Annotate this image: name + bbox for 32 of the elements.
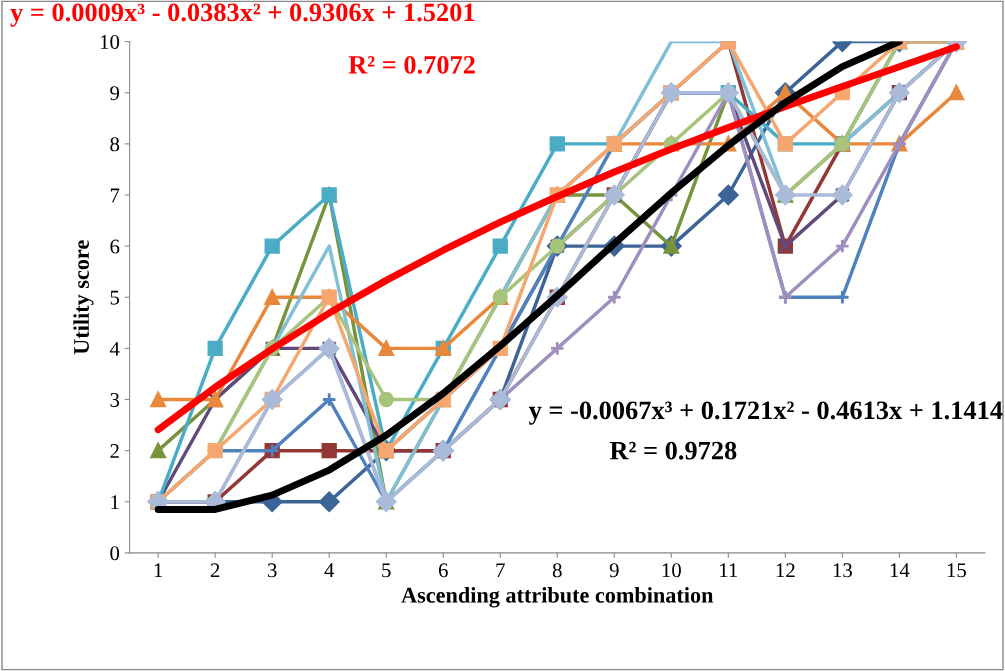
y-tick-label: 5 [110, 290, 120, 305]
x-tick-label: 5 [382, 563, 391, 578]
x-tick-label: 3 [267, 563, 277, 578]
annotation: y = -0.0067x³ + 0.1721x² - 0.4613x + 1.1414 [528, 401, 1003, 425]
x-tick-label: 11 [720, 563, 738, 578]
x-tick-label: 15 [947, 563, 966, 578]
y-axis-title: Utility score [73, 240, 94, 355]
x-tick-label: 14 [890, 563, 910, 578]
y-tick-label: 9 [110, 86, 120, 101]
y-tick-label: 6 [110, 239, 120, 254]
x-tick-label: 6 [438, 563, 448, 578]
x-tick-label: 9 [609, 563, 619, 578]
x-axis-title: Ascending attribute combination [401, 587, 714, 608]
x-tick-label: 4 [324, 563, 335, 578]
x-tick-label: 8 [552, 563, 562, 578]
x-tick-label: 7 [496, 563, 505, 578]
x-tick-label: 1 [154, 563, 163, 578]
y-tick-label: 3 [110, 392, 120, 407]
x-tick-label: 13 [833, 563, 852, 578]
x-tick-label: 10 [662, 563, 681, 578]
y-tick-label: 0 [110, 546, 120, 561]
y-tick-label: 2 [110, 444, 119, 458]
annotation: R² = 0.9728 [609, 441, 737, 460]
x-tick-label: 2 [210, 563, 220, 578]
y-tick-label: 8 [110, 137, 120, 152]
annotation: R² = 0.7072 [348, 55, 475, 74]
y-tick-label: 1 [111, 495, 119, 509]
y-tick-label: 7 [110, 188, 120, 203]
x-tick-label: 12 [776, 563, 795, 578]
text: y = 0.0009x³ - 0.0383x² + 0.9306x + 1.5201 [10, 3, 475, 27]
y-tick-label: 10 [100, 34, 120, 50]
y-tick-label: 4 [109, 341, 120, 356]
